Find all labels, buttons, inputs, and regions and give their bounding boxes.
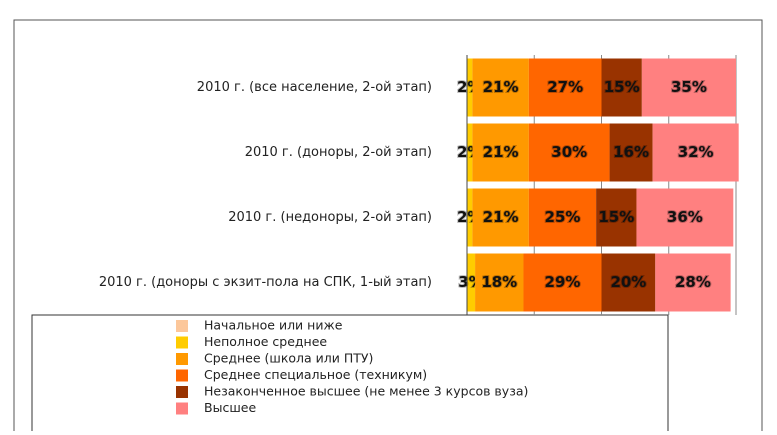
bar-segment [609, 123, 653, 182]
bar-segment [528, 188, 597, 247]
bar-segment [467, 253, 476, 312]
data-label: 25% [545, 208, 581, 226]
data-label: 32% [678, 143, 714, 161]
legend-swatch [176, 369, 188, 382]
bar-segment [528, 123, 610, 182]
bar-segment [472, 188, 529, 247]
data-label: 16% [613, 143, 649, 161]
category-label: 2010 г. (доноры, 2-ой этап) [245, 145, 432, 160]
data-label: 20% [610, 273, 646, 291]
data-label: 15% [604, 78, 640, 96]
legend-label: Среднее специальное (техникум) [204, 367, 427, 382]
bar-segment [467, 58, 473, 117]
legend-swatch [176, 386, 188, 398]
bar-segment [601, 58, 642, 117]
bar-segment [596, 188, 637, 247]
bar-segment [523, 253, 602, 312]
legend-label: Незаконченное высшее (не менее 3 курсов … [204, 384, 528, 399]
data-label: 21% [483, 143, 519, 161]
bar-segment [641, 58, 736, 117]
legend-label: Среднее (школа или ПТУ) [204, 351, 373, 366]
bar-segment [655, 253, 731, 312]
bar-segment [528, 58, 602, 117]
legend-swatch [176, 336, 188, 349]
legend-label: Начальное или ниже [204, 318, 343, 333]
bar-segment [472, 123, 529, 182]
data-label: 21% [483, 208, 519, 226]
bar-segment [636, 188, 734, 247]
category-label: 2010 г. (все население, 2-ой этап) [197, 80, 432, 95]
data-label: 18% [481, 273, 517, 291]
data-label: 21% [483, 78, 519, 96]
data-label: 35% [671, 78, 707, 96]
legend-swatch [176, 320, 188, 332]
legend-box [31, 314, 669, 435]
data-label: 36% [667, 208, 703, 226]
category-label: 2010 г. (доноры с экзит-пола на СПК, 1-ы… [99, 275, 432, 290]
data-label: 29% [545, 273, 581, 291]
legend-label: Высшее [204, 400, 256, 415]
data-label: 27% [547, 78, 583, 96]
legend-swatch [176, 402, 188, 415]
data-label: 28% [675, 273, 711, 291]
bar-segment [475, 253, 524, 312]
data-label: 15% [598, 208, 634, 226]
legend-label: Неполное среднее [204, 334, 327, 349]
bar-segment [467, 123, 473, 182]
category-label: 2010 г. (недоноры, 2-ой этап) [228, 210, 432, 225]
bar-segment [467, 188, 473, 247]
bar-segment [652, 123, 739, 182]
data-label: 30% [551, 143, 587, 161]
bar-segment [601, 253, 656, 312]
bar-segment [472, 58, 529, 117]
legend-swatch [176, 353, 188, 365]
